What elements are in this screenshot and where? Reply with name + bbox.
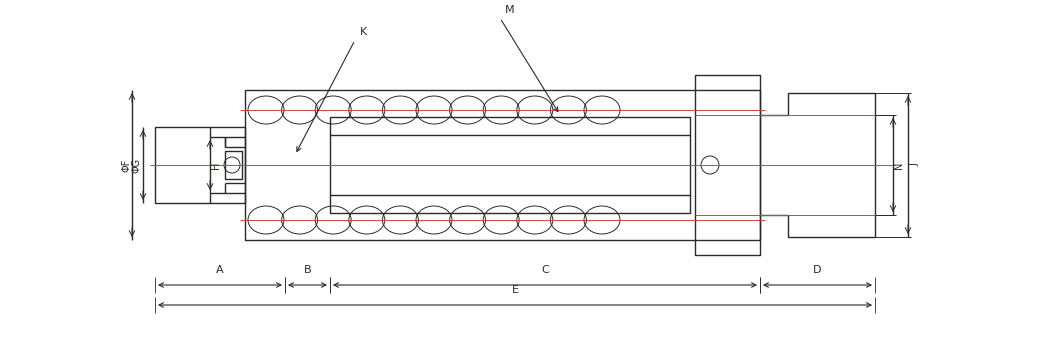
Text: H: H — [211, 161, 221, 169]
Text: D: D — [813, 265, 822, 275]
Text: C: C — [541, 265, 549, 275]
Text: N: N — [894, 161, 904, 169]
Text: M: M — [505, 5, 515, 15]
Text: B: B — [304, 265, 311, 275]
Text: A: A — [216, 265, 223, 275]
Text: E: E — [512, 285, 519, 295]
Text: ΦG: ΦG — [132, 158, 142, 173]
Text: ΦF: ΦF — [121, 158, 130, 172]
Text: K: K — [360, 27, 367, 37]
Text: J: J — [909, 163, 919, 167]
